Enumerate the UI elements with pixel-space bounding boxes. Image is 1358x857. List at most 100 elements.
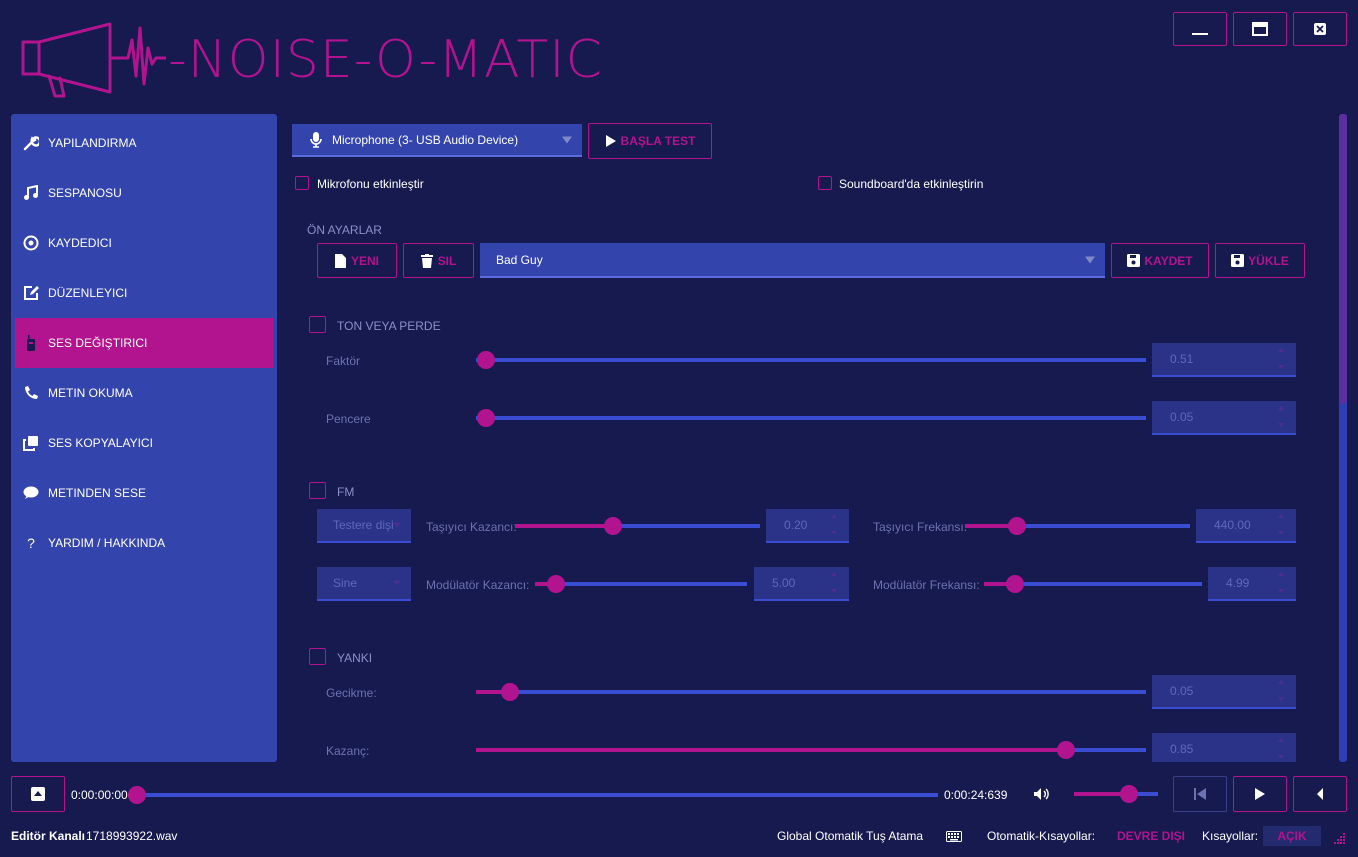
start-test-button[interactable]: BAŞLA TEST (588, 123, 712, 159)
slider-thumb[interactable] (1056, 741, 1075, 759)
sidebar-item-label: SES KOPYALAYICI (48, 436, 153, 450)
echo-checkbox[interactable] (309, 648, 326, 665)
spin-up-icon[interactable] (1278, 406, 1284, 410)
pitch-checkbox[interactable] (309, 316, 326, 333)
sidebar-item-kaydedici[interactable]: KAYDEDICI (15, 218, 273, 268)
sidebar-item-metinden-sese[interactable]: METINDEN SESE (15, 468, 273, 518)
mod-freq-slider[interactable] (984, 575, 1202, 593)
preset-select-value: Bad Guy (496, 252, 543, 267)
mod-gain-slider[interactable] (535, 575, 747, 593)
slider-thumb[interactable] (1005, 575, 1024, 593)
mod-gain-value: 5.00 (772, 576, 796, 590)
load-preset-button[interactable]: YÜKLE (1215, 243, 1305, 278)
slider-thumb[interactable] (547, 575, 566, 593)
spin-up-icon[interactable] (831, 572, 837, 576)
spin-up-icon[interactable] (1278, 572, 1284, 576)
slider-thumb[interactable] (128, 786, 146, 804)
spin-down-icon[interactable] (831, 589, 837, 593)
spin-up-icon[interactable] (831, 514, 837, 518)
factor-label: Faktör (326, 354, 361, 368)
mod-gain-input[interactable]: 5.00 (754, 567, 849, 601)
slider-thumb[interactable] (1119, 785, 1138, 803)
slider-thumb[interactable] (1007, 517, 1026, 535)
carrier-freq-input[interactable]: 440.00 (1196, 509, 1296, 543)
megaphone-icon (21, 22, 166, 98)
enable-mic-checkbox[interactable] (295, 176, 309, 190)
spin-up-icon[interactable] (1278, 514, 1284, 518)
spin-down-icon[interactable] (1278, 697, 1284, 701)
delay-input[interactable]: 0.05 (1152, 675, 1296, 709)
delay-slider[interactable] (476, 683, 1146, 701)
enable-mic-label: Mikrofonu etkinleştir (317, 177, 424, 191)
echo-gain-slider[interactable] (476, 741, 1146, 759)
shortcuts-label: Kısayollar: (1202, 829, 1259, 843)
echo-gain-label: Kazanç: (326, 744, 370, 758)
minimize-button[interactable] (1173, 12, 1227, 46)
echo-gain-input[interactable]: 0.85 (1152, 733, 1296, 762)
enable-soundboard-checkbox[interactable] (818, 176, 832, 190)
sidebar-item-metin-okuma[interactable]: METIN OKUMA (15, 368, 273, 418)
save-preset-button[interactable]: KAYDET (1111, 243, 1209, 278)
factor-slider[interactable] (476, 351, 1146, 369)
volume-slider[interactable] (1074, 785, 1158, 803)
volume-icon[interactable] (1033, 787, 1051, 801)
window-slider[interactable] (476, 409, 1146, 427)
enable-soundboard-label: Soundboard'da etkinleştirin (839, 177, 984, 191)
play-button[interactable] (1233, 776, 1287, 812)
carrier-freq-slider[interactable] (965, 517, 1190, 535)
new-preset-button[interactable]: YENI (317, 243, 397, 278)
carrier-gain-value: 0.20 (784, 518, 808, 532)
slider-thumb[interactable] (500, 683, 519, 701)
trash-icon (420, 253, 433, 268)
save-icon (1231, 254, 1245, 267)
spin-down-icon[interactable] (831, 531, 837, 535)
spin-up-icon[interactable] (1278, 348, 1284, 352)
slider-fill (965, 524, 1017, 528)
carrier-gain-input[interactable]: 0.20 (766, 509, 849, 543)
mod-freq-input[interactable]: 4.99 (1208, 567, 1296, 601)
playback-slider[interactable] (128, 786, 938, 804)
resize-grip-icon[interactable] (1332, 832, 1346, 844)
carrier-gain-slider[interactable] (515, 517, 760, 535)
spin-down-icon[interactable] (1278, 365, 1284, 369)
auto-shortcuts-toggle[interactable]: DEVRE DIŞI (1117, 829, 1186, 843)
spin-up-icon[interactable] (1278, 680, 1284, 684)
spin-up-icon[interactable] (1278, 738, 1284, 742)
close-button[interactable] (1293, 12, 1347, 46)
sidebar-item-sespanosu[interactable]: SESPANOSU (15, 168, 273, 218)
delay-label: Gecikme: (326, 686, 377, 700)
spin-down-icon[interactable] (1278, 755, 1284, 759)
reverse-button[interactable] (1293, 776, 1347, 812)
fm-checkbox[interactable] (309, 482, 326, 499)
microphone-select[interactable]: Microphone (3- USB Audio Device) (292, 124, 582, 157)
spin-down-icon[interactable] (1278, 531, 1284, 535)
maximize-button[interactable] (1233, 12, 1287, 46)
sidebar-item-ses-kopyalayici[interactable]: SES KOPYALAYICI (15, 418, 273, 468)
sidebar-item-duzenleyici[interactable]: DÜZENLEYICI (15, 268, 273, 318)
slider-fill (984, 582, 1015, 586)
carrier-wave-select[interactable]: Testere dişi (317, 509, 411, 543)
delete-preset-label: SIL (437, 253, 457, 268)
modulator-wave-select[interactable]: Sine (317, 567, 411, 601)
slider-thumb[interactable] (477, 351, 496, 369)
sidebar-item-yapilandirma[interactable]: YAPILANDIRMA (15, 118, 273, 168)
keyboard-icon[interactable] (946, 831, 962, 842)
window-input[interactable]: 0.05 (1152, 401, 1296, 435)
eject-button[interactable] (11, 776, 65, 812)
factor-input[interactable]: 0.51 (1152, 343, 1296, 377)
factor-value: 0.51 (1170, 352, 1194, 366)
chat-bubble-icon (23, 485, 39, 501)
slider-thumb[interactable] (477, 409, 496, 427)
sidebar-item-ses-degistirici[interactable]: SES DEĞIŞTIRICI (15, 318, 273, 368)
maximize-icon (1252, 22, 1268, 36)
shortcuts-toggle[interactable]: AÇIK (1263, 826, 1321, 846)
spin-down-icon[interactable] (1278, 589, 1284, 593)
slider-thumb[interactable] (604, 517, 622, 535)
sidebar-item-yardim[interactable]: ? YARDIM / HAKKINDA (15, 518, 273, 568)
delete-preset-button[interactable]: SIL (403, 243, 474, 278)
previous-button[interactable] (1173, 776, 1227, 812)
spin-down-icon[interactable] (1278, 423, 1284, 427)
scrollbar-thumb[interactable] (1339, 114, 1347, 404)
preset-select[interactable]: Bad Guy (480, 243, 1105, 278)
main-scrollbar[interactable] (1339, 114, 1347, 762)
